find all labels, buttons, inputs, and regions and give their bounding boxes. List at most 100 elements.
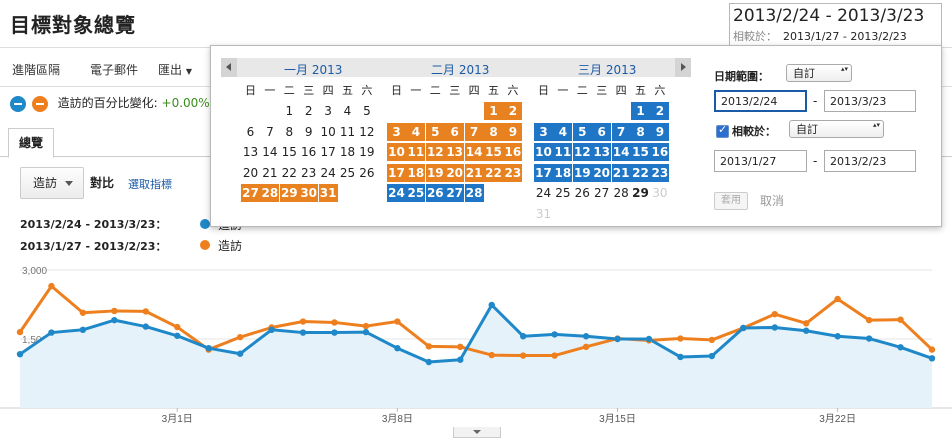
calendar-day[interactable]: 8 xyxy=(484,122,503,141)
calendar-day[interactable]: 1 xyxy=(484,102,503,120)
calendar-day[interactable]: 25 xyxy=(555,186,571,200)
calendar-day[interactable]: 4 xyxy=(343,104,352,118)
calendar-day[interactable]: 20 xyxy=(445,163,465,182)
remove-segment-icon[interactable] xyxy=(10,95,26,112)
calendar-day[interactable]: 17 xyxy=(320,145,336,159)
calendar-day[interactable]: 20 xyxy=(242,165,259,180)
calendar-day[interactable]: 28 xyxy=(260,184,280,202)
calendar-day[interactable]: 6 xyxy=(445,122,465,141)
calendar-day[interactable]: 15 xyxy=(631,143,650,161)
calendar-day[interactable]: 19 xyxy=(425,163,445,182)
calendar-day[interactable]: 2 xyxy=(304,104,313,118)
calendar-day[interactable]: 7 xyxy=(611,122,631,141)
date-range-select[interactable]: 自訂 xyxy=(786,64,852,82)
compare-start-input[interactable]: 2013/1/27 xyxy=(714,150,807,172)
calendar-day[interactable]: 25 xyxy=(406,184,426,202)
calendar-day[interactable]: 12 xyxy=(425,143,445,161)
calendar-day[interactable]: 27 xyxy=(241,184,260,202)
calendar-day[interactable]: 3 xyxy=(387,122,406,141)
calendar-day[interactable]: 24 xyxy=(535,186,552,200)
calendar-day[interactable]: 20 xyxy=(592,163,612,182)
calendar-day[interactable]: 26 xyxy=(574,186,590,200)
calendar-day[interactable]: 5 xyxy=(363,104,371,118)
calendar-day[interactable]: 24 xyxy=(387,184,406,202)
calendar-day[interactable]: 13 xyxy=(592,143,612,161)
calendar-day[interactable]: 26 xyxy=(359,165,375,180)
cancel-link[interactable]: 取消 xyxy=(760,194,785,208)
date-range-selector[interactable]: 2013/2/24 - 2013/3/23 相較於： 2013/1/27 - 20… xyxy=(729,3,942,46)
calendar-day[interactable]: 19 xyxy=(359,145,375,159)
calendar-day[interactable]: 3 xyxy=(534,122,553,141)
calendar-day[interactable]: 13 xyxy=(445,143,465,161)
calendar-day[interactable]: 9 xyxy=(650,122,670,141)
remove-segment-icon[interactable] xyxy=(31,95,48,112)
calendar-day[interactable]: 5 xyxy=(572,122,592,141)
calendar-day[interactable]: 8 xyxy=(285,124,294,139)
calendar-day[interactable]: 30 xyxy=(299,184,319,202)
tab-overview[interactable]: 總覽 xyxy=(8,128,54,158)
calendar-day[interactable]: 7 xyxy=(266,124,274,139)
calendar-day[interactable]: 21 xyxy=(611,163,631,182)
calendar-day[interactable]: 27 xyxy=(594,186,610,200)
compare-end-input[interactable]: 2013/2/23 xyxy=(824,150,916,172)
compare-select[interactable]: 自訂 xyxy=(789,120,884,138)
calendar-day[interactable]: 18 xyxy=(553,163,573,182)
calendar-day[interactable]: 3 xyxy=(324,104,332,118)
advanced-segments-button[interactable]: 進階區隔 xyxy=(12,63,61,77)
calendar-day[interactable]: 19 xyxy=(572,163,592,182)
calendar-day[interactable]: 2 xyxy=(503,102,523,120)
calendar-day[interactable]: 4 xyxy=(553,122,573,141)
expand-chart-handle[interactable] xyxy=(453,427,501,438)
calendar-day[interactable]: 10 xyxy=(387,143,406,161)
calendar-day[interactable]: 9 xyxy=(503,122,523,141)
calendar-day[interactable]: 16 xyxy=(503,143,523,161)
apply-button[interactable]: 套用 xyxy=(714,192,748,210)
calendar-day[interactable]: 6 xyxy=(592,122,612,141)
calendar-day[interactable]: 14 xyxy=(464,143,484,161)
calendar-day[interactable]: 15 xyxy=(281,145,297,159)
calendar-day[interactable]: 14 xyxy=(611,143,631,161)
next-month-icon[interactable] xyxy=(675,58,691,77)
calendar-day[interactable]: 17 xyxy=(387,163,406,182)
compare-checkbox[interactable] xyxy=(716,123,729,138)
calendar-day[interactable]: 9 xyxy=(304,124,313,139)
calendar-day[interactable]: 22 xyxy=(281,165,297,180)
end-date-input[interactable]: 2013/3/23 xyxy=(824,90,916,112)
calendar-day[interactable]: 16 xyxy=(650,143,670,161)
calendar-day[interactable]: 22 xyxy=(631,163,650,182)
calendar-day[interactable]: 10 xyxy=(534,143,553,161)
calendar-day[interactable]: 23 xyxy=(503,163,523,182)
email-button[interactable]: 電子郵件 xyxy=(90,63,139,77)
calendar-day[interactable]: 29 xyxy=(279,184,299,202)
calendar-day[interactable]: 21 xyxy=(464,163,484,182)
calendar-day[interactable]: 27 xyxy=(445,184,465,202)
calendar-day[interactable]: 16 xyxy=(301,145,317,159)
calendar-day[interactable]: 8 xyxy=(631,122,650,141)
calendar-day[interactable]: 2 xyxy=(650,102,670,120)
calendar-day[interactable]: 12 xyxy=(359,124,375,139)
calendar-day[interactable]: 14 xyxy=(262,145,278,159)
metric-dropdown[interactable]: 造訪 xyxy=(20,167,84,199)
calendar-day[interactable]: 25 xyxy=(339,165,356,180)
calendar-day[interactable]: 23 xyxy=(301,165,317,180)
select-metric-link[interactable]: 選取指標 xyxy=(128,178,172,191)
calendar-day[interactable]: 1 xyxy=(285,104,294,118)
prev-month-icon[interactable] xyxy=(221,58,237,77)
calendar-day[interactable]: 12 xyxy=(572,143,592,161)
calendar-day[interactable]: 29 xyxy=(632,186,649,200)
calendar-day[interactable]: 28 xyxy=(613,186,629,200)
export-button[interactable]: 匯出 ▼ xyxy=(158,61,192,78)
calendar-day[interactable]: 7 xyxy=(464,122,484,141)
calendar-day[interactable]: 15 xyxy=(484,143,503,161)
calendar-day[interactable]: 11 xyxy=(406,143,426,161)
calendar-day[interactable]: 6 xyxy=(246,124,255,139)
calendar-day[interactable]: 31 xyxy=(318,184,338,202)
calendar-day[interactable]: 10 xyxy=(320,124,336,139)
calendar-day[interactable]: 21 xyxy=(262,165,278,180)
calendar-day[interactable]: 4 xyxy=(406,122,426,141)
calendar-day[interactable]: 18 xyxy=(339,145,356,159)
calendar-day[interactable]: 5 xyxy=(425,122,445,141)
calendar-day[interactable]: 11 xyxy=(339,124,356,139)
calendar-day[interactable]: 18 xyxy=(406,163,426,182)
calendar-day[interactable]: 11 xyxy=(553,143,573,161)
